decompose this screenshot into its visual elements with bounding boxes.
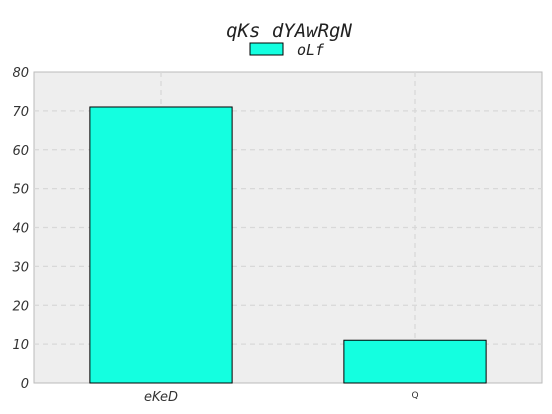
x-tick-label: Q (411, 391, 418, 401)
y-tick-label: 0 (21, 377, 29, 392)
x-tick-label: eKeD (144, 390, 178, 405)
y-tick-label: 20 (12, 299, 29, 314)
chart-title: qKs dYAwRgN (226, 20, 352, 42)
y-tick-label: 50 (12, 183, 29, 198)
legend-swatch (249, 42, 284, 56)
bar-q (343, 339, 487, 384)
legend-label: oLf (297, 41, 325, 59)
y-tick-label: 70 (12, 105, 29, 120)
legend: oLf (249, 41, 325, 59)
y-axis-ticks: 0 10 20 30 40 50 60 70 80 (12, 66, 29, 392)
y-tick-label: 60 (12, 144, 29, 159)
bars (89, 106, 487, 384)
y-tick-label: 10 (12, 338, 29, 353)
y-tick-label: 30 (12, 260, 29, 275)
y-tick-label: 40 (12, 222, 29, 237)
bar-eked (89, 106, 233, 384)
x-axis-ticks: eKeD Q (144, 390, 419, 405)
y-tick-label: 80 (12, 66, 29, 81)
